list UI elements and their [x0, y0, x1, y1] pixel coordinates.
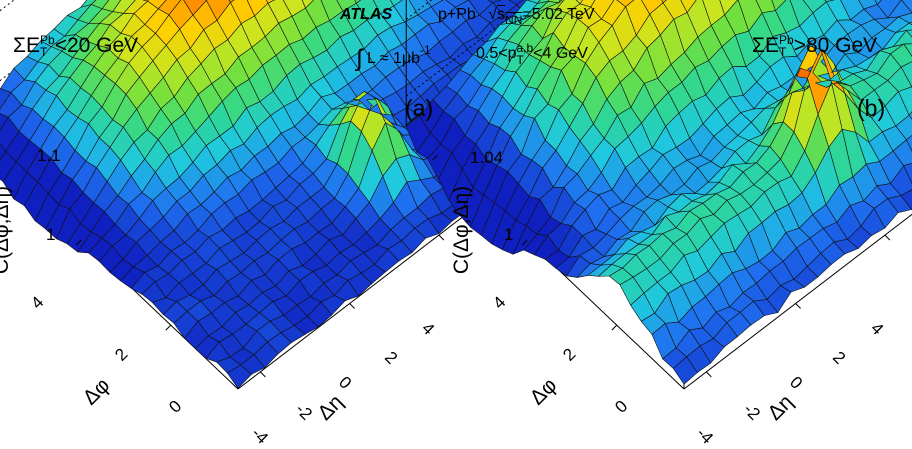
- surface-cell: [547, 0, 561, 4]
- surface-cell: [900, 61, 912, 88]
- surface-cell: [874, 0, 882, 5]
- panel-b-plot: [405, 0, 912, 390]
- surface-cell: [558, 0, 563, 3]
- panel-b-z-tick: 1.04: [470, 148, 504, 167]
- phi-tick-mark: [521, 239, 528, 246]
- eta-tick-mark: [349, 303, 355, 309]
- surface-cell: [901, 0, 912, 14]
- phi-tick-mark: [432, 154, 438, 161]
- panel-a-z-tick: 1.1: [37, 146, 61, 165]
- panel-b-label: (b): [857, 95, 886, 121]
- sqrt-icon: √: [488, 6, 498, 23]
- panel-a-label: (a): [405, 95, 434, 121]
- panel-b-z-axis-title: C(Δφ,Δη): [450, 185, 474, 275]
- surface-cell: [908, 21, 912, 26]
- surface-cell: [579, 0, 596, 8]
- surface-cell: [508, 0, 524, 5]
- panel-a-et-cut: ΣE Pb T <20 GeV: [13, 33, 139, 60]
- surface-cell: [101, 0, 122, 12]
- pt-range-label: 0.5<p a,b T <4 GeV: [476, 41, 588, 67]
- collision-label: p+Pb √sNN=5.02 TeV: [438, 6, 595, 27]
- surface-cell: [906, 29, 912, 38]
- surface-cell: [903, 43, 912, 57]
- surface-cell: [90, 0, 110, 10]
- panel-b-et-cut: ΣE Pb T >80 GeV: [752, 33, 878, 60]
- phi-tick-mark: [165, 324, 172, 331]
- panel-a-z-axis-title: C(Δφ,Δη): [0, 185, 14, 275]
- surface-cell: [900, 189, 912, 210]
- surface-cell: [908, 111, 912, 120]
- luminosity-label: ∫ L ≈ 1μb-1: [356, 43, 431, 72]
- surface-cell: [575, 0, 583, 5]
- phi-tick-mark: [611, 324, 618, 331]
- surface-cell: [147, 0, 167, 10]
- surface-cell: [79, 0, 97, 8]
- atlas-label: ATLAS: [340, 6, 393, 23]
- eta-tick-mark: [259, 371, 266, 378]
- surface-cell: [903, 162, 912, 184]
- eta-tick-mark: [884, 234, 891, 241]
- eta-tick-mark: [795, 303, 801, 309]
- eta-tick-mark: [705, 371, 712, 378]
- surface-cell: [616, 0, 635, 8]
- surface-cell: [906, 135, 912, 152]
- surface-cell: [526, 0, 541, 4]
- integral-icon: ∫: [356, 45, 363, 72]
- surface-cell: [142, 0, 149, 2]
- surface-cell: [301, 0, 315, 9]
- surface-cell: [389, 0, 403, 7]
- surface-cell: [536, 0, 550, 4]
- eta-tick-mark: [438, 234, 445, 241]
- panel-b-z-tick: 1: [504, 225, 514, 244]
- surface-cell: [897, 12, 912, 24]
- phi-tick-mark: [75, 239, 82, 246]
- panel-a-z-tick: 1: [46, 225, 56, 244]
- surface-cell: [487, 0, 502, 4]
